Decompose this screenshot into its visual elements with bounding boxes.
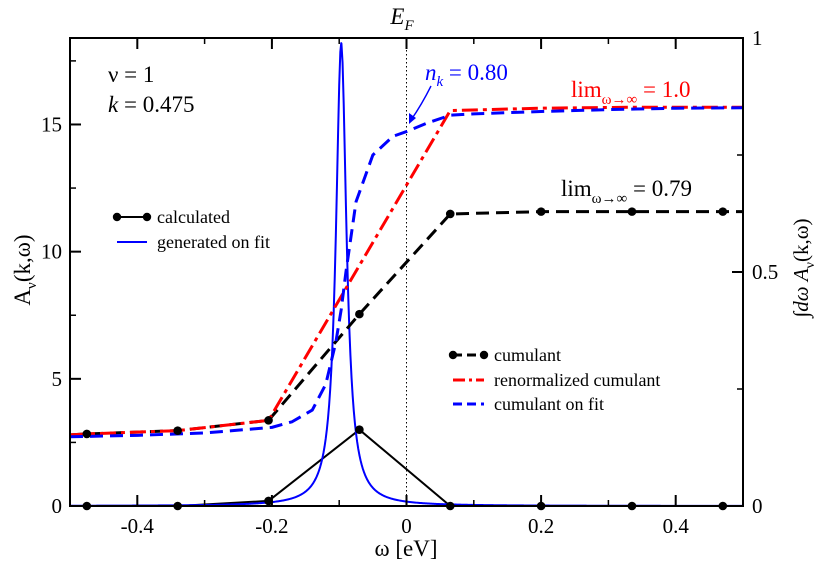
data-point-calculated bbox=[355, 425, 364, 434]
data-point-cumulant bbox=[445, 209, 455, 219]
legend-top: calculated generated on fit bbox=[112, 207, 270, 252]
y-axis-label-right: ∫dω Aν(k,ω) bbox=[789, 218, 818, 319]
legend-cumulant-marker-a bbox=[448, 350, 458, 360]
left-y-tick-label: 15 bbox=[41, 112, 62, 136]
nu-annotation: ν = 1 bbox=[108, 62, 154, 87]
right-y-tick-label: 0.5 bbox=[752, 260, 778, 284]
lim-black-annotation: limω→∞ = 0.79 bbox=[561, 176, 692, 207]
data-point-cumulant bbox=[355, 309, 364, 319]
data-point-cumulant bbox=[627, 207, 637, 216]
legend-cumulant-fit-label: cumulant on fit bbox=[494, 394, 604, 414]
left-y-tick-label: 10 bbox=[41, 240, 62, 264]
legend-cumulant-marker-b bbox=[479, 350, 489, 360]
x-axis-label: ω [eV] bbox=[374, 536, 437, 561]
legend-calculated-label: calculated bbox=[157, 207, 230, 227]
x-tick-label: -0.2 bbox=[255, 514, 288, 538]
k-annotation: k = 0.475 bbox=[108, 92, 194, 117]
legend-bottom: cumulant renormalized cumulant cumulant … bbox=[448, 345, 660, 414]
y-axis-label-left: Aν(k,ω) bbox=[10, 234, 40, 305]
right-y-tick-label: 0 bbox=[752, 494, 763, 518]
series-line-cumulant-on-fit bbox=[70, 106, 743, 439]
data-point-cumulant bbox=[718, 207, 728, 216]
right-y-tick-label: 1 bbox=[752, 26, 763, 50]
data-point-cumulant bbox=[173, 426, 182, 435]
nk-arrowhead bbox=[409, 113, 416, 124]
data-point-cumulant bbox=[82, 429, 92, 439]
legend-calculated-marker-a bbox=[112, 212, 122, 222]
legend-cumulant-label: cumulant bbox=[494, 345, 561, 365]
left-y-tick-label: 5 bbox=[52, 367, 63, 391]
legend-calculated-marker-b bbox=[142, 212, 152, 222]
x-tick-label: 0 bbox=[401, 514, 412, 538]
data-point-cumulant bbox=[264, 416, 273, 425]
nk-annotation: nk = 0.80 bbox=[425, 60, 508, 90]
legend-renormalized-label: renormalized cumulant bbox=[494, 370, 660, 390]
x-tick-label: 0.4 bbox=[663, 514, 690, 538]
lim-red-annotation: limω→∞ = 1.0 bbox=[571, 77, 690, 108]
left-y-tick-label: 0 bbox=[52, 494, 63, 518]
chart-title: EF bbox=[389, 4, 414, 34]
data-point-calculated bbox=[264, 496, 273, 506]
x-tick-label: 0.2 bbox=[528, 514, 554, 538]
data-point-cumulant bbox=[536, 207, 546, 216]
x-tick-label: -0.4 bbox=[121, 514, 155, 538]
legend-generated-label: generated on fit bbox=[157, 232, 270, 252]
